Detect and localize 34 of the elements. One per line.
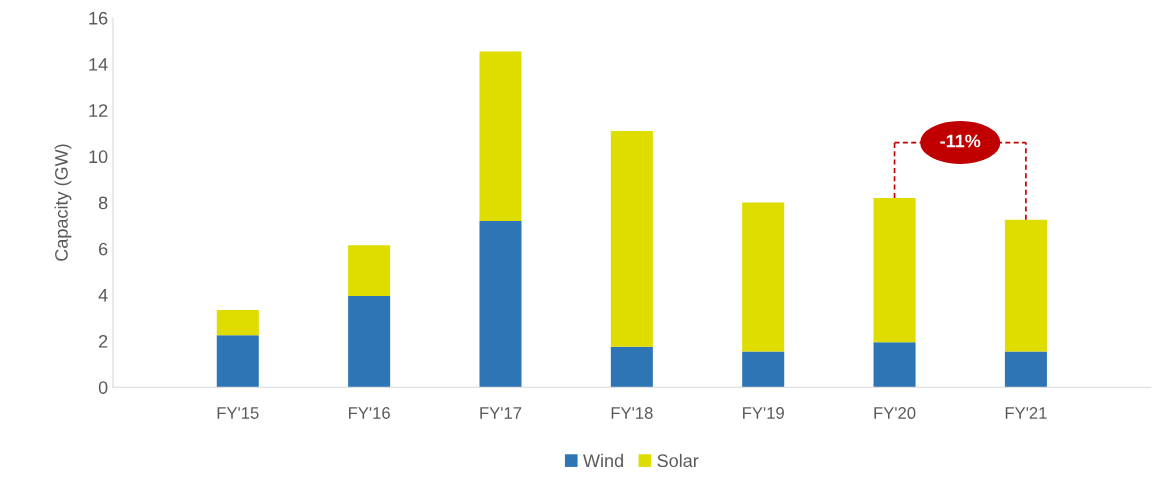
bar bbox=[610, 131, 653, 347]
bar bbox=[742, 202, 785, 352]
x-tick-label: FY'18 bbox=[611, 407, 653, 419]
bar bbox=[348, 296, 391, 388]
y-axis-title: Capacity (GW) bbox=[54, 144, 72, 261]
x-tick-label: FY'21 bbox=[1005, 407, 1047, 419]
bar bbox=[742, 351, 785, 388]
x-tick-label: FY'15 bbox=[217, 407, 259, 419]
bar bbox=[216, 335, 259, 388]
bar bbox=[610, 346, 653, 388]
bar bbox=[873, 342, 916, 388]
legend-label: Solar bbox=[657, 453, 699, 468]
x-tick-label: FY'19 bbox=[743, 407, 784, 419]
x-tick-label: FY'16 bbox=[348, 407, 390, 419]
legend-label: Wind bbox=[583, 453, 623, 468]
y-tick-label: 16 bbox=[89, 11, 108, 25]
y-tick-label: 0 bbox=[98, 381, 108, 394]
annotation: -11% bbox=[940, 134, 981, 148]
bar bbox=[216, 309, 259, 336]
y-tick-label: 12 bbox=[89, 104, 108, 117]
x-tick-label: FY'17 bbox=[480, 407, 522, 419]
bar bbox=[479, 51, 522, 222]
bar bbox=[479, 221, 522, 388]
y-tick-label: 10 bbox=[89, 150, 108, 164]
y-tick-label: 2 bbox=[99, 334, 108, 348]
y-tick-label: 8 bbox=[98, 196, 108, 210]
bar bbox=[348, 245, 391, 297]
bar bbox=[873, 197, 916, 343]
y-tick-label: 4 bbox=[98, 289, 108, 302]
bar bbox=[1004, 351, 1047, 388]
y-tick-label: 14 bbox=[89, 58, 108, 71]
y-tick-label: 6 bbox=[99, 242, 108, 256]
bar bbox=[1004, 219, 1047, 352]
x-tick-label: FY'20 bbox=[874, 407, 916, 419]
